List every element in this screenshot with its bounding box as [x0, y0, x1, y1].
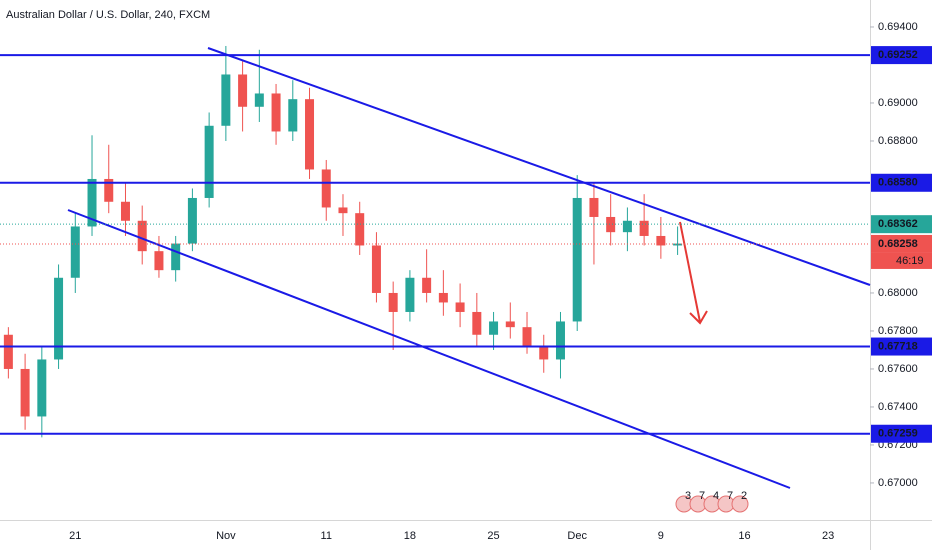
- candle-body: [254, 93, 264, 107]
- x-tick-label: Dec: [567, 530, 587, 542]
- candle-body: [589, 197, 599, 217]
- candle-body: [20, 368, 30, 417]
- candle-body: [3, 334, 13, 369]
- candle-body: [137, 220, 147, 252]
- chart-title: Australian Dollar / U.S. Dollar, 240, FX…: [6, 9, 210, 21]
- level-label: 0.67259: [878, 428, 918, 440]
- x-tick-label: 11: [321, 530, 332, 542]
- candle-body: [221, 74, 231, 126]
- candle-body: [154, 251, 164, 271]
- y-tick-label: 0.68800: [878, 135, 918, 147]
- x-tick-label: Nov: [216, 530, 236, 542]
- candle-body: [555, 321, 565, 360]
- y-tick-label: 0.67800: [878, 325, 918, 337]
- level-label: 0.68580: [878, 177, 918, 189]
- x-tick-label: 23: [822, 530, 834, 542]
- candle-body: [572, 197, 582, 322]
- candle-body: [54, 277, 64, 360]
- trendline-lower: [67, 209, 791, 489]
- candle-body: [522, 327, 532, 347]
- candle-body: [656, 235, 666, 246]
- price-label-box: [871, 215, 932, 234]
- event-count: 7: [699, 490, 705, 502]
- candle-body: [371, 245, 381, 293]
- candle-body: [271, 93, 281, 132]
- price-label-box: [871, 234, 932, 253]
- x-tick-label: 9: [658, 530, 664, 542]
- candle-body: [187, 197, 197, 244]
- level-label-box: [871, 173, 932, 192]
- price-label: 0.68258: [878, 238, 918, 250]
- event-count: 7: [727, 490, 733, 502]
- candle-body: [405, 277, 415, 312]
- candle-body: [355, 213, 365, 246]
- x-tick-label: 16: [738, 530, 750, 542]
- candle-body: [673, 243, 683, 246]
- plot: [3, 45, 683, 438]
- x-tick-label: 21: [69, 530, 81, 542]
- event-count: 4: [713, 490, 719, 502]
- level-label-box: [871, 337, 932, 356]
- y-tick-label: 0.67600: [878, 363, 918, 375]
- candle-body: [489, 321, 499, 335]
- candle-body: [438, 292, 448, 303]
- candle-body: [422, 277, 432, 293]
- candle-body: [639, 220, 649, 236]
- candle-body: [87, 178, 97, 227]
- level-label-box: [871, 46, 932, 65]
- y-tick-label: 0.67000: [878, 477, 918, 489]
- level-label: 0.69252: [878, 49, 918, 61]
- candle-body: [539, 346, 549, 360]
- candle-body: [238, 74, 248, 107]
- candle-body: [388, 292, 398, 312]
- forecast-arrow: [679, 221, 708, 325]
- candle-body: [455, 302, 465, 312]
- countdown: 46:19: [896, 255, 924, 267]
- trendline-upper: [207, 47, 871, 286]
- candle-body: [338, 207, 348, 214]
- y-tick-label: 0.69000: [878, 97, 918, 109]
- x-tick-label: 25: [487, 530, 499, 542]
- candle-body: [104, 178, 114, 202]
- candle-body: [505, 321, 515, 328]
- y-tick-label: 0.69400: [878, 21, 918, 33]
- y-tick-label: 0.67400: [878, 401, 918, 413]
- candle-body: [321, 169, 331, 208]
- candle-body: [305, 99, 315, 170]
- candle-body: [37, 359, 47, 417]
- candle-body: [204, 125, 214, 198]
- x-tick-label: 18: [404, 530, 416, 542]
- event-count: 3: [685, 490, 691, 502]
- event-badge: [731, 495, 749, 513]
- candle-body: [606, 216, 616, 233]
- candle-body: [472, 311, 482, 335]
- y-tick-label: 0.68000: [878, 287, 918, 299]
- candle-body: [70, 226, 80, 278]
- candle-body: [622, 220, 632, 233]
- level-label: 0.67718: [878, 340, 918, 352]
- countdown-box: [871, 252, 932, 269]
- level-label-box: [871, 424, 932, 443]
- candle-body: [288, 99, 298, 132]
- event-count: 2: [741, 490, 747, 502]
- candle-body: [120, 201, 130, 221]
- candle-body: [171, 243, 181, 271]
- price-label: 0.68362: [878, 218, 918, 230]
